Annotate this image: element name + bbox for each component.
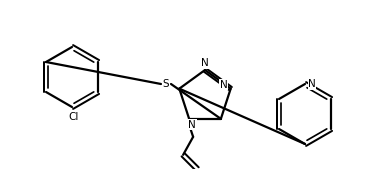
Text: S: S <box>163 79 169 89</box>
Text: N: N <box>188 120 196 130</box>
Text: N: N <box>308 79 316 89</box>
Text: N: N <box>220 80 227 90</box>
Text: Cl: Cl <box>69 112 79 122</box>
Text: N: N <box>201 58 209 68</box>
